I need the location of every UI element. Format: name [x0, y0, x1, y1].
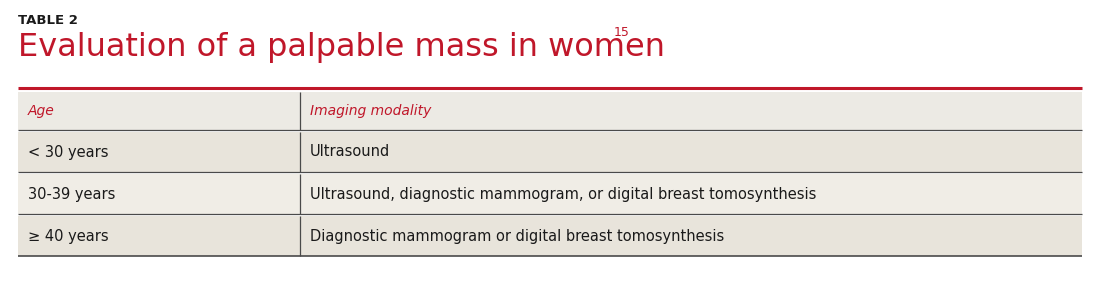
- Bar: [18, 92, 1082, 130]
- Text: Ultrasound: Ultrasound: [310, 144, 390, 160]
- Text: Evaluation of a palpable mass in women: Evaluation of a palpable mass in women: [18, 32, 666, 63]
- Text: Ultrasound, diagnostic mammogram, or digital breast tomosynthesis: Ultrasound, diagnostic mammogram, or dig…: [310, 187, 816, 201]
- Text: 15: 15: [614, 26, 630, 39]
- Bar: [18, 216, 1082, 256]
- Text: Diagnostic mammogram or digital breast tomosynthesis: Diagnostic mammogram or digital breast t…: [310, 228, 724, 244]
- Text: Age: Age: [28, 104, 55, 118]
- Text: Imaging modality: Imaging modality: [310, 104, 431, 118]
- Text: < 30 years: < 30 years: [28, 144, 109, 160]
- Text: TABLE 2: TABLE 2: [18, 14, 78, 27]
- Text: 30-39 years: 30-39 years: [28, 187, 115, 201]
- Text: ≥ 40 years: ≥ 40 years: [28, 228, 109, 244]
- Bar: [18, 132, 1082, 172]
- Bar: [18, 174, 1082, 214]
